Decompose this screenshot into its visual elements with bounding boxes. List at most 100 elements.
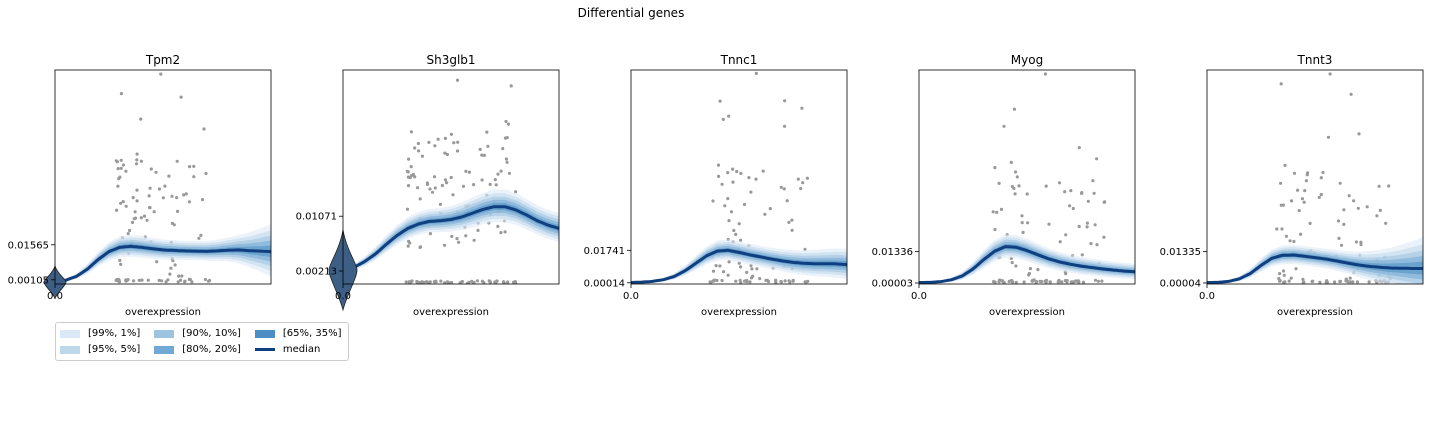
data-point xyxy=(991,280,996,284)
data-point xyxy=(180,274,184,278)
data-point xyxy=(116,279,121,283)
data-point xyxy=(803,247,807,251)
data-point xyxy=(456,140,460,144)
data-point xyxy=(1081,280,1086,284)
median-line xyxy=(919,245,1135,284)
data-point xyxy=(749,276,754,280)
data-point xyxy=(443,136,447,140)
quantile-band-band-90-10 xyxy=(631,244,847,283)
data-point xyxy=(461,184,466,188)
data-point xyxy=(1281,203,1285,207)
data-point xyxy=(1321,170,1325,175)
legend-label: [80%, 20%] xyxy=(182,344,241,355)
data-point xyxy=(1010,185,1015,189)
data-point xyxy=(406,184,411,188)
data-point xyxy=(803,280,807,284)
data-point xyxy=(1278,272,1282,276)
data-point xyxy=(1387,184,1391,188)
data-point xyxy=(1347,194,1351,198)
data-point xyxy=(177,274,181,278)
data-point xyxy=(717,174,721,178)
data-point xyxy=(1311,279,1315,283)
data-point xyxy=(1038,279,1042,283)
data-point xyxy=(190,280,194,284)
data-point xyxy=(723,204,727,208)
y-tick-label: 0.00004 xyxy=(1160,278,1201,289)
panels: Tpm2 0.0 overexpression 0.01565 0.00105 Sh3gl… xyxy=(8,53,1424,318)
data-point xyxy=(161,196,165,200)
legend-label: median xyxy=(282,344,321,355)
data-point xyxy=(486,144,490,148)
data-point xyxy=(175,196,179,200)
data-point xyxy=(124,204,128,208)
data-point xyxy=(782,187,786,191)
data-point xyxy=(472,238,476,242)
chart-title: Sh3glb1 xyxy=(426,53,475,67)
data-point xyxy=(116,167,120,171)
data-point xyxy=(1085,225,1089,229)
data-point xyxy=(1301,277,1305,281)
data-point xyxy=(734,232,738,236)
data-point xyxy=(149,167,153,171)
x-axis-label: overexpression xyxy=(125,307,201,318)
data-point xyxy=(1337,236,1341,240)
data-point xyxy=(727,219,731,223)
data-point xyxy=(1302,200,1306,204)
data-point xyxy=(413,175,417,179)
data-point xyxy=(202,127,206,131)
data-point xyxy=(1339,243,1344,247)
data-point xyxy=(1283,280,1287,284)
legend-band-swatch xyxy=(60,329,80,338)
data-point xyxy=(1349,92,1353,96)
data-point xyxy=(711,269,716,273)
data-point xyxy=(501,147,505,151)
data-point xyxy=(404,280,408,284)
data-point xyxy=(731,167,735,171)
data-point xyxy=(168,272,172,276)
data-point xyxy=(1317,195,1321,199)
data-point xyxy=(1282,273,1286,277)
chart-panel-sh3glb1: Sh3glb1 0.0 overexpression 0.01071 0.00213 xyxy=(296,53,560,318)
data-point xyxy=(711,279,716,283)
data-point xyxy=(1009,160,1013,164)
data-point xyxy=(504,119,508,124)
data-point xyxy=(1034,280,1039,284)
data-point xyxy=(430,190,435,194)
data-point xyxy=(440,183,444,188)
data-point xyxy=(1352,199,1356,203)
data-point xyxy=(475,279,479,283)
data-point xyxy=(758,277,762,281)
y-tick-label: 0.01565 xyxy=(8,240,49,251)
data-point xyxy=(1013,192,1017,196)
axes-frame xyxy=(1206,69,1424,285)
data-point xyxy=(1378,208,1382,212)
data-point xyxy=(148,186,152,190)
data-point xyxy=(1064,233,1068,237)
data-point xyxy=(805,176,810,180)
data-point xyxy=(407,157,411,161)
data-point xyxy=(117,177,121,181)
data-point xyxy=(163,184,167,188)
data-point xyxy=(1348,280,1352,284)
data-point xyxy=(993,166,997,170)
data-point xyxy=(130,220,135,224)
median-line xyxy=(631,248,847,284)
data-point xyxy=(1294,267,1298,271)
data-point xyxy=(147,194,151,198)
data-point xyxy=(1015,175,1019,179)
data-point xyxy=(750,267,754,271)
data-point xyxy=(1359,242,1363,247)
data-point xyxy=(155,260,159,264)
data-point xyxy=(418,281,422,284)
data-point xyxy=(132,279,136,283)
data-point xyxy=(115,160,119,164)
data-point xyxy=(1048,280,1052,284)
data-point xyxy=(494,183,498,187)
y-tick-label: 0.01741 xyxy=(584,246,625,257)
data-point xyxy=(790,228,794,232)
data-point xyxy=(1365,205,1369,209)
data-point xyxy=(731,180,735,184)
data-point xyxy=(119,201,123,205)
data-point xyxy=(742,279,747,283)
